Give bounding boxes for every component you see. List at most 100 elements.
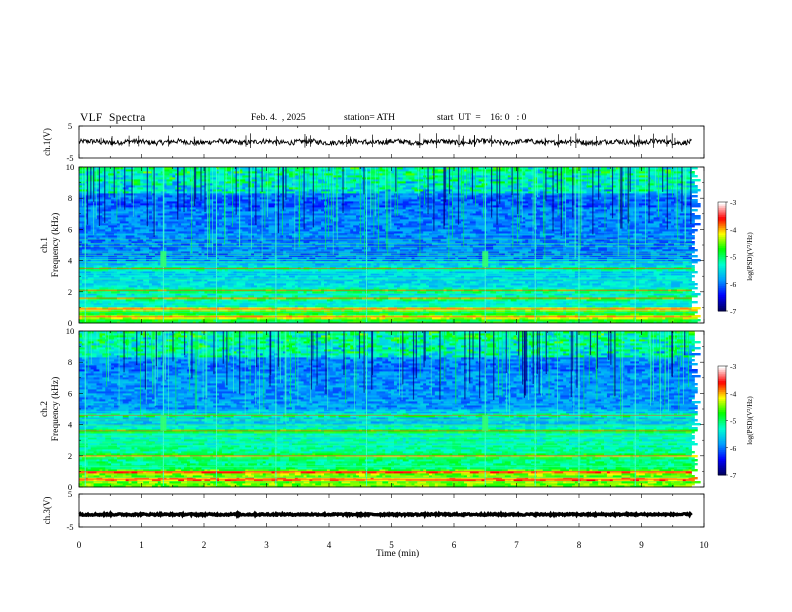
spectro-cell xyxy=(569,317,579,320)
spectro-cell xyxy=(691,293,701,296)
spectro-cell xyxy=(522,235,532,238)
spectro-cell xyxy=(513,315,520,318)
spectro-cell xyxy=(639,251,643,254)
spectro-cell xyxy=(216,281,226,284)
spectro-cell xyxy=(181,291,188,294)
spectro-cell xyxy=(116,293,127,296)
spectro-cell xyxy=(647,241,654,244)
spectro-cell xyxy=(163,273,173,276)
spectro-cell xyxy=(408,285,412,288)
spectro-cell xyxy=(213,287,217,290)
spectro-cell xyxy=(105,273,112,276)
spectro-cell xyxy=(140,237,150,240)
spectro-cell xyxy=(466,239,474,242)
spectro-cell xyxy=(449,249,456,252)
spectro-cell xyxy=(256,321,261,324)
spectro-cell xyxy=(338,241,348,244)
spectro-cell xyxy=(175,249,179,252)
spectro-cell xyxy=(280,255,284,258)
spectro-cell xyxy=(294,319,299,322)
spectro-cell xyxy=(84,229,92,232)
spectro-cell xyxy=(312,309,322,312)
spectro-cell xyxy=(394,233,398,236)
spectro-cell xyxy=(321,265,328,268)
spectro-cell xyxy=(601,273,608,276)
spectro-cell xyxy=(464,281,468,284)
spectro-cell xyxy=(79,279,83,282)
station-label: station= ATH xyxy=(344,113,396,123)
spectro-cell xyxy=(347,321,354,324)
spectro-cell xyxy=(96,237,100,240)
spectro-cell xyxy=(385,237,392,240)
spectro-cell xyxy=(548,231,555,234)
spectro-cell xyxy=(437,241,447,244)
spectro-cell xyxy=(402,315,409,318)
spectro-cell xyxy=(382,253,392,256)
spectro-cell xyxy=(452,281,456,284)
spectro-cell xyxy=(233,249,240,252)
spectro-cell xyxy=(154,245,162,248)
spectro-cell xyxy=(633,249,643,252)
spectro-cell xyxy=(151,257,156,260)
spectro-cell xyxy=(405,255,409,258)
spectro-cell xyxy=(519,279,526,282)
spectro-cell xyxy=(154,229,159,232)
spectro-cell xyxy=(688,311,698,314)
spectro-cell xyxy=(189,279,194,282)
spectro-cell xyxy=(487,291,491,294)
spectro-cell xyxy=(589,279,599,282)
spectro-cell xyxy=(169,283,173,286)
spectro-cell xyxy=(545,269,549,272)
spectro-cell xyxy=(163,309,170,312)
spectro-cell xyxy=(659,247,663,250)
spectro-cell xyxy=(609,233,614,236)
spectro-cell xyxy=(201,309,211,312)
spectro-cell xyxy=(469,259,479,262)
spectro-cell xyxy=(108,295,118,298)
spectro-cell xyxy=(213,233,223,236)
spectro-cell xyxy=(679,303,689,306)
spectro-cell xyxy=(166,245,173,248)
spectro-cell xyxy=(557,321,567,324)
spectro-cell xyxy=(516,283,520,286)
spectro-cell xyxy=(414,241,418,244)
spectro-cell xyxy=(469,263,474,266)
spectro-cell xyxy=(519,259,523,262)
spectro-cell xyxy=(516,281,526,284)
spectro-cell xyxy=(566,321,570,324)
spectro-cell xyxy=(163,239,173,242)
spectro-cell xyxy=(598,309,608,312)
spectro-cell xyxy=(431,299,436,302)
spectro-cell xyxy=(653,319,663,322)
spectro-cell xyxy=(455,257,459,260)
spectro-cell xyxy=(105,263,109,266)
spectro-cell xyxy=(116,231,127,234)
spectro-cell xyxy=(443,273,453,276)
spectro-cell xyxy=(659,249,663,252)
spectro-cell xyxy=(245,293,255,296)
spectro-cell xyxy=(245,317,249,320)
spectro-cell xyxy=(236,283,246,286)
spectro-cell xyxy=(114,263,124,266)
spectro-cell xyxy=(361,247,369,250)
spectro-cell xyxy=(504,311,514,314)
spectro-cell xyxy=(548,319,555,322)
spectro-cell xyxy=(644,309,649,312)
spectro-cell xyxy=(545,233,555,236)
spectro-cell xyxy=(676,265,687,268)
spectro-cell xyxy=(519,305,529,308)
spectro-cell xyxy=(513,265,520,268)
spectro-cell xyxy=(119,265,124,268)
spectro-cell xyxy=(128,285,138,288)
spectro-cell xyxy=(391,315,395,318)
spectro-cell xyxy=(137,243,141,246)
spectro-cell xyxy=(671,281,681,284)
spectro-cell xyxy=(452,273,459,276)
spectro-cell xyxy=(289,233,299,236)
spectro-cell xyxy=(639,291,643,294)
spectro-cell xyxy=(186,265,197,268)
spectro-cell xyxy=(639,243,646,246)
spectro-cell xyxy=(356,257,360,260)
spectro-cell xyxy=(650,279,657,282)
spectro-cell xyxy=(557,251,561,254)
